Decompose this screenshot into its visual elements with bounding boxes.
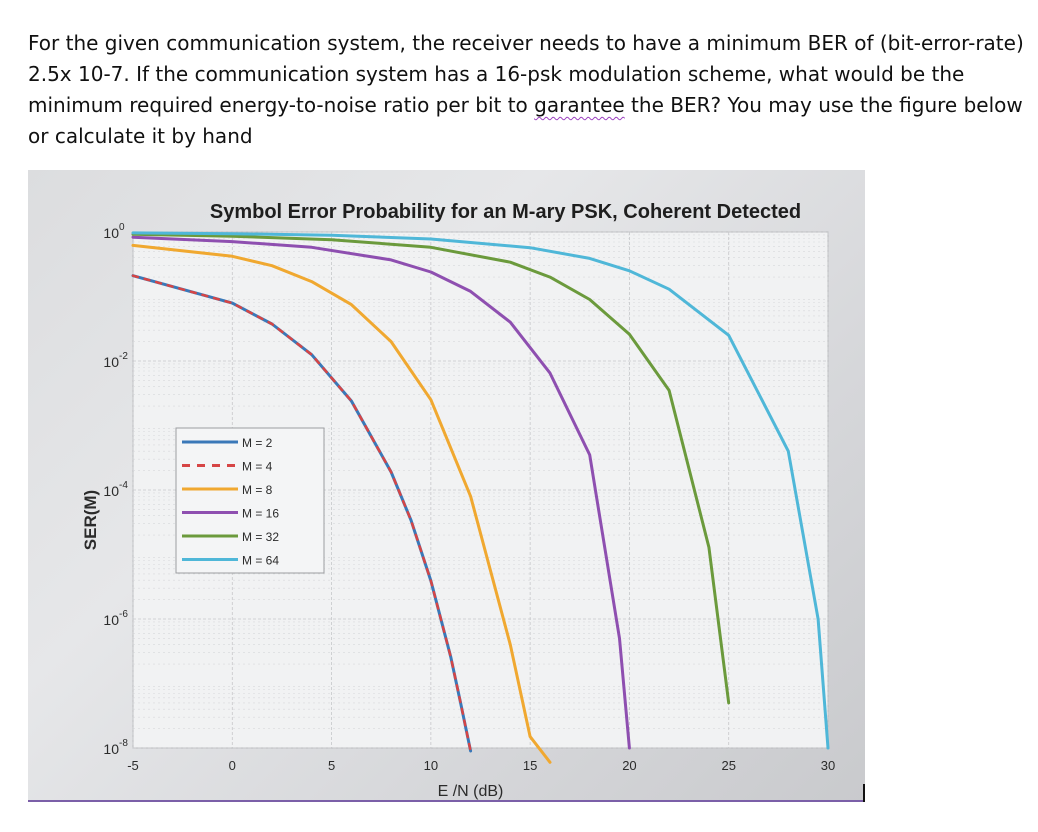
y-tick-label: 10 xyxy=(103,225,119,241)
question-part1: For the given communication system, the … xyxy=(28,31,1024,117)
x-tick-label: 5 xyxy=(328,758,335,773)
chart-photo: 10 0 10 -2 10 -4 10 -6 10 -8 -5 0 5 10 15 20 25 30 Symbol … xyxy=(28,170,865,802)
y-tick-label: 10 xyxy=(103,483,119,499)
series-line-m16 xyxy=(131,235,631,750)
series-line-m8 xyxy=(131,243,552,764)
x-tick-label: 15 xyxy=(523,758,537,773)
x-axis-label: E /N (dB) xyxy=(438,783,504,800)
y-tick-exponent: -2 xyxy=(119,351,128,362)
y-axis-label: SER(M) xyxy=(81,490,100,550)
legend-box xyxy=(175,427,325,574)
y-tick-label: 10 xyxy=(103,612,119,628)
bottom-rule xyxy=(28,800,865,802)
y-tick-exponent: -4 xyxy=(119,480,128,491)
x-tick-label: 0 xyxy=(229,758,236,773)
misspelled-word: garantee xyxy=(534,93,625,117)
y-tick-label: 10 xyxy=(103,354,119,370)
y-tick-exponent: -6 xyxy=(119,609,128,620)
question-text: For the given communication system, the … xyxy=(28,28,1028,152)
x-tick-label: 20 xyxy=(622,758,636,773)
x-tick-label: -5 xyxy=(127,758,139,773)
series-line-m64 xyxy=(131,231,830,750)
legend-label: M = 64 xyxy=(242,554,279,568)
legend-label: M = 2 xyxy=(242,436,273,450)
question-part2: the BER? You may use the figure below or… xyxy=(28,93,1023,148)
x-tick-label: 30 xyxy=(821,758,835,773)
x-tick-label: 25 xyxy=(721,758,735,773)
y-tick-label: 10 xyxy=(103,741,119,757)
y-tick-exponent: -8 xyxy=(119,738,128,749)
series-line-m32 xyxy=(131,232,731,705)
series-line-m4 xyxy=(131,274,472,753)
legend-label: M = 16 xyxy=(242,507,279,521)
legend-label: M = 32 xyxy=(242,530,279,544)
legend-label: M = 4 xyxy=(242,460,273,474)
chart-title: Symbol Error Probability for an M-ary PS… xyxy=(210,201,801,223)
cursor-mark xyxy=(863,784,865,802)
y-tick-exponent: 0 xyxy=(119,222,125,233)
x-tick-label: 10 xyxy=(424,758,438,773)
legend-label: M = 8 xyxy=(242,483,273,497)
